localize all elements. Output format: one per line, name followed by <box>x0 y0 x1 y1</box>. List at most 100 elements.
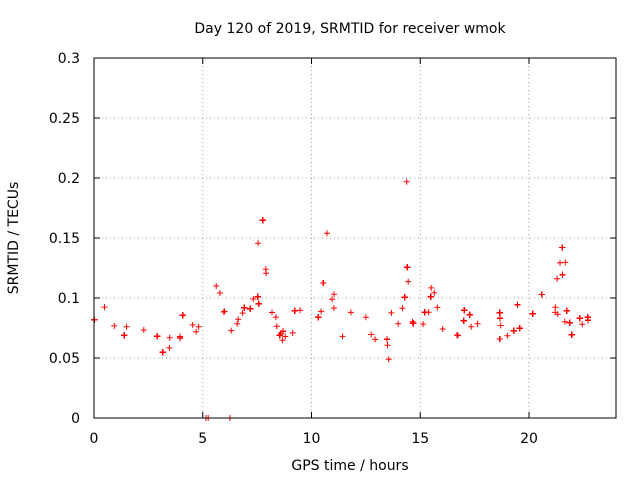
data-point <box>247 305 254 312</box>
data-point <box>404 264 411 271</box>
y-tick-label: 0.25 <box>49 111 80 127</box>
data-point <box>166 334 173 341</box>
data-point <box>220 309 227 315</box>
data-point <box>474 320 481 327</box>
data-point <box>563 307 570 314</box>
data-point <box>552 304 559 311</box>
data-point <box>420 321 427 328</box>
data-point <box>427 293 434 300</box>
data-point <box>384 342 391 349</box>
data-point <box>399 305 406 312</box>
data-point <box>401 294 408 301</box>
data-point <box>510 327 517 334</box>
data-point <box>121 332 128 339</box>
points-layer <box>91 178 591 421</box>
x-tick-label: 20 <box>520 431 538 447</box>
x-tick-label: 0 <box>90 431 99 447</box>
data-point <box>368 331 375 338</box>
data-point <box>111 322 118 329</box>
data-point <box>585 317 591 324</box>
y-axis-label: SRMTID / TECUs <box>6 182 22 295</box>
data-point <box>460 317 467 324</box>
data-point <box>516 325 523 332</box>
data-point <box>289 329 296 336</box>
data-point <box>291 307 298 314</box>
data-point <box>496 336 503 342</box>
data-point <box>529 310 536 317</box>
data-point <box>384 336 390 343</box>
data-point <box>235 316 242 323</box>
data-point <box>454 332 461 338</box>
data-point <box>273 323 280 330</box>
data-point <box>372 336 379 343</box>
data-point <box>263 270 270 277</box>
data-point <box>189 321 196 328</box>
y-tick-label: 0.05 <box>49 351 80 367</box>
data-point <box>579 321 586 328</box>
data-point <box>166 344 173 351</box>
data-point <box>434 304 441 311</box>
data-point <box>497 315 503 322</box>
data-point <box>213 283 220 289</box>
data-point <box>431 289 438 296</box>
data-point <box>559 244 566 251</box>
data-point <box>123 323 130 330</box>
data-point <box>279 337 286 344</box>
data-point <box>562 259 569 266</box>
data-point <box>421 309 428 316</box>
data-point <box>362 314 369 321</box>
data-point <box>234 320 241 327</box>
data-point <box>324 230 330 237</box>
data-point <box>385 356 392 363</box>
data-point <box>254 293 261 300</box>
grid-layer <box>94 58 616 418</box>
data-point <box>259 217 266 224</box>
data-point <box>140 327 147 333</box>
data-point <box>405 278 412 285</box>
data-point <box>454 332 461 339</box>
data-point <box>154 333 161 340</box>
data-point <box>159 349 166 356</box>
data-point <box>320 280 327 286</box>
data-point <box>280 328 286 335</box>
data-point <box>557 259 563 266</box>
data-point <box>504 332 511 339</box>
data-point <box>566 319 573 326</box>
data-point <box>568 331 575 338</box>
y-tick-label: 0 <box>71 411 80 427</box>
data-point <box>250 296 257 302</box>
data-point <box>193 328 200 335</box>
y-tick-label: 0.1 <box>58 291 80 307</box>
data-point <box>239 310 246 317</box>
x-tick-label: 15 <box>411 431 429 447</box>
data-point <box>276 332 283 339</box>
data-point <box>216 290 223 296</box>
data-point <box>347 309 354 316</box>
data-point <box>297 307 304 314</box>
tick-layer: 0 0.05 0.1 0.15 0.2 0.25 0.3 0 5 10 15 20 <box>49 51 616 447</box>
data-point <box>339 333 346 340</box>
chart-title: Day 120 of 2019, SRMTID for receiver wmo… <box>194 21 506 37</box>
data-point <box>241 304 248 311</box>
data-point <box>497 322 504 329</box>
data-point <box>318 308 325 315</box>
y-tick-label: 0.2 <box>58 171 80 187</box>
data-point <box>468 323 475 330</box>
data-point <box>461 307 468 314</box>
data-point <box>269 309 275 316</box>
data-point <box>177 333 183 340</box>
data-point <box>409 318 416 325</box>
data-point <box>514 301 521 308</box>
data-point <box>282 333 289 340</box>
data-point <box>331 291 337 298</box>
data-point <box>315 314 322 321</box>
data-point <box>403 178 410 185</box>
data-point <box>388 309 395 316</box>
data-point <box>561 318 568 325</box>
data-point <box>221 308 228 315</box>
data-point <box>272 314 279 321</box>
data-point <box>101 304 108 311</box>
data-point <box>330 305 337 312</box>
data-point <box>538 291 545 298</box>
